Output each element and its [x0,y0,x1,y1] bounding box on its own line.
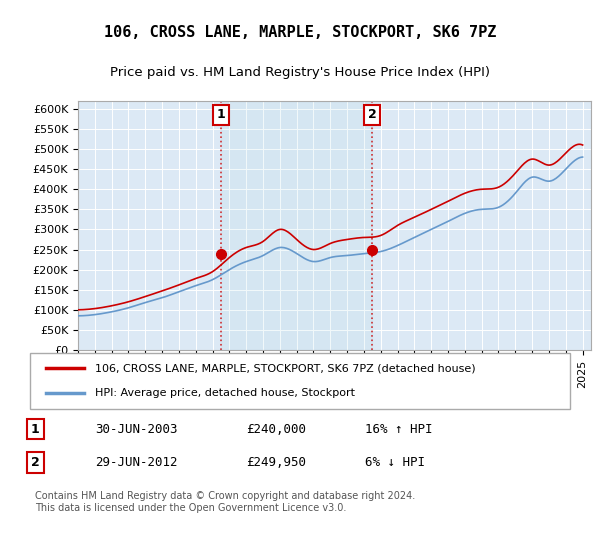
Text: 16% ↑ HPI: 16% ↑ HPI [365,423,432,436]
Text: 106, CROSS LANE, MARPLE, STOCKPORT, SK6 7PZ (detached house): 106, CROSS LANE, MARPLE, STOCKPORT, SK6 … [95,363,475,374]
Text: 2: 2 [368,108,377,122]
Text: 1: 1 [217,108,226,122]
Bar [221,101,373,350]
Text: 29-JUN-2012: 29-JUN-2012 [95,456,178,469]
Text: 2: 2 [31,456,40,469]
Text: 30-JUN-2003: 30-JUN-2003 [95,423,178,436]
Text: 106, CROSS LANE, MARPLE, STOCKPORT, SK6 7PZ: 106, CROSS LANE, MARPLE, STOCKPORT, SK6 … [104,25,496,40]
Text: Price paid vs. HM Land Registry's House Price Index (HPI): Price paid vs. HM Land Registry's House … [110,66,490,78]
Text: Contains HM Land Registry data © Crown copyright and database right 2024.
This d: Contains HM Land Registry data © Crown c… [35,491,416,512]
Text: £249,950: £249,950 [246,456,306,469]
Text: 1: 1 [31,423,40,436]
Text: 6% ↓ HPI: 6% ↓ HPI [365,456,425,469]
Text: HPI: Average price, detached house, Stockport: HPI: Average price, detached house, Stoc… [95,388,355,398]
Text: £240,000: £240,000 [246,423,306,436]
FancyBboxPatch shape [30,353,570,409]
